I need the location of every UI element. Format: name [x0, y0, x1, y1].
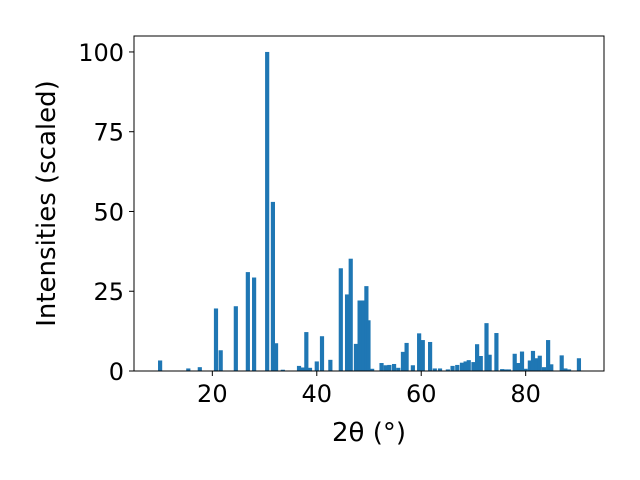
- plot-frame: [133, 35, 605, 372]
- bar-41: [445, 369, 450, 371]
- bar-0: [158, 360, 163, 371]
- bar-32: [396, 367, 401, 371]
- bar-36: [417, 333, 422, 371]
- bar-18: [328, 359, 333, 371]
- bar-60: [527, 360, 532, 371]
- bar-63: [537, 355, 542, 371]
- bar-37: [420, 340, 425, 371]
- bar-10: [273, 343, 279, 371]
- bar-8: [265, 51, 270, 371]
- bar-24: [361, 300, 366, 371]
- bar-7: [252, 277, 257, 371]
- bar-26: [366, 320, 371, 371]
- bar-59: [523, 368, 528, 371]
- bar-50: [484, 323, 489, 371]
- y-tick-label-75: 75: [93, 119, 124, 147]
- bar-35: [410, 365, 415, 371]
- x-tick-label-40: 40: [302, 380, 333, 408]
- x-axis-label: 2θ (°): [332, 418, 406, 448]
- bar-66: [549, 364, 554, 371]
- bar-61: [530, 350, 536, 371]
- bar-9: [270, 201, 275, 371]
- bar-56: [512, 353, 517, 371]
- ticks-group: 20 40 60 80 0 25 50 75 100: [78, 39, 541, 408]
- bar-68: [563, 368, 568, 371]
- x-tick-label-60: 60: [406, 380, 437, 408]
- bar-3: [213, 308, 219, 371]
- y-tick-label-100: 100: [78, 39, 124, 67]
- x-tick-label-20: 20: [197, 380, 228, 408]
- bar-6: [245, 272, 250, 371]
- bar-53: [500, 369, 505, 371]
- y-tick-label-0: 0: [109, 358, 124, 386]
- bar-55: [506, 369, 512, 371]
- bar-57: [516, 363, 521, 371]
- bar-49: [478, 356, 483, 371]
- bar-45: [463, 361, 468, 371]
- bars-group: [158, 51, 582, 371]
- bar-30: [387, 364, 392, 371]
- bar-54: [503, 369, 508, 371]
- bar-44: [459, 362, 465, 371]
- bar-34: [404, 342, 409, 371]
- bar-19: [338, 268, 343, 371]
- bar-52: [494, 333, 499, 371]
- bar-64: [541, 367, 547, 371]
- bar-48: [475, 344, 480, 371]
- bar-14: [304, 332, 309, 371]
- y-axis-label: Intensities (scaled): [32, 80, 62, 327]
- bar-39: [432, 368, 437, 371]
- bar-29: [383, 365, 388, 371]
- bar-47: [471, 362, 476, 371]
- bar-33: [400, 351, 406, 371]
- bar-51: [487, 354, 492, 371]
- bar-15: [307, 367, 313, 371]
- bar-42: [450, 365, 455, 371]
- bar-23: [357, 300, 362, 371]
- bar-70: [576, 358, 582, 371]
- bar-5: [233, 306, 238, 371]
- bar-62: [534, 358, 539, 371]
- bar-16: [314, 361, 319, 371]
- bar-12: [296, 365, 302, 371]
- bar-4: [218, 350, 223, 371]
- bar-22: [353, 343, 359, 371]
- bar-27: [370, 368, 375, 371]
- bar-17: [319, 336, 325, 371]
- bar-58: [519, 351, 525, 371]
- bar-46: [466, 360, 471, 371]
- x-tick-label-80: 80: [510, 380, 541, 408]
- y-tick-label-25: 25: [93, 278, 124, 306]
- bar-31: [391, 363, 397, 371]
- bar-13: [300, 367, 305, 371]
- bar-69: [566, 369, 572, 371]
- bar-38: [428, 341, 433, 371]
- bar-67: [559, 355, 564, 371]
- bar-2: [197, 367, 202, 371]
- bar-11: [280, 369, 285, 371]
- y-tick-label-50: 50: [93, 198, 124, 226]
- bar-25: [364, 286, 369, 371]
- bar-65: [546, 340, 551, 371]
- bar-20: [344, 294, 350, 371]
- bar-21: [348, 258, 353, 371]
- bar-28: [379, 363, 384, 371]
- bar-1: [186, 368, 191, 371]
- bar-40: [437, 368, 443, 371]
- bar-43: [455, 364, 460, 371]
